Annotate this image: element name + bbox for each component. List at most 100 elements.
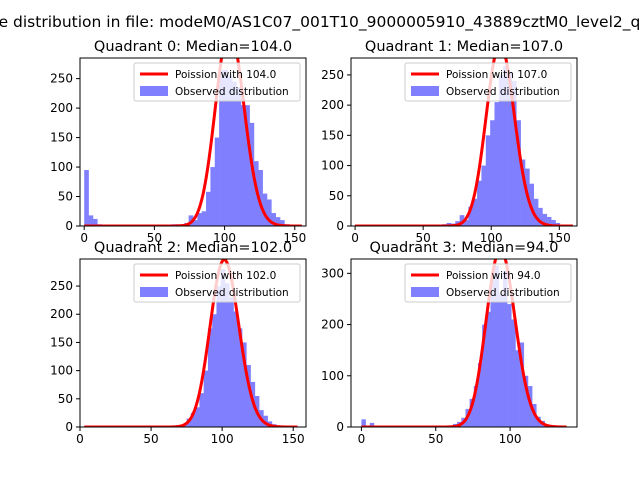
- histogram-bar: [369, 422, 375, 427]
- legend-label-poisson: Poission with 94.0: [446, 270, 541, 282]
- x-tick-label: 100: [480, 231, 503, 245]
- panel-title: Quadrant 1: Median=107.0: [365, 39, 563, 55]
- histogram-bar: [203, 370, 209, 427]
- y-tick-label: 300: [321, 266, 344, 280]
- histogram-bar: [249, 122, 255, 226]
- legend: Poission with 104.0 Observed distribution: [133, 62, 301, 102]
- x-tick-label: 100: [213, 231, 236, 245]
- legend: Poission with 102.0 Observed distribution: [133, 263, 301, 303]
- histogram-bar: [262, 193, 268, 226]
- histogram-bar: [232, 81, 237, 226]
- plot-area: [354, 58, 574, 226]
- histogram-bar: [473, 386, 479, 427]
- x-tick-label: 0: [351, 231, 359, 245]
- x-tick-label: 150: [548, 231, 571, 245]
- histogram-bar: [197, 213, 203, 226]
- legend-label-observed: Observed distribution: [446, 86, 560, 98]
- panel-title: Quadrant 3: Median=94.0: [370, 240, 559, 256]
- legend-label-observed: Observed distribution: [175, 287, 289, 299]
- histogram-bar: [533, 198, 539, 226]
- histogram-bar: [229, 297, 234, 427]
- y-tick-label: 100: [50, 160, 73, 174]
- histogram-bar: [210, 167, 216, 226]
- legend-bar-swatch: [140, 86, 168, 96]
- y-tick-label: 200: [321, 318, 344, 332]
- histogram-bar: [227, 75, 233, 226]
- x-tick-label: 0: [76, 432, 84, 446]
- panel-quadrant-1: 0 50 100 150 0 50 100 150 200 250 Quadrant 1: Medi…: [321, 39, 578, 245]
- panel-quadrant-2: 0 50 100 150 0 50 100 150 200 250 Quadrant 2: Medi…: [50, 240, 307, 446]
- x-tick-label: 0: [358, 432, 366, 446]
- legend-label-observed: Observed distribution: [446, 287, 560, 299]
- axes-frame: [350, 258, 578, 428]
- histogram-bar: [92, 218, 98, 226]
- histogram-bar: [207, 328, 213, 427]
- x-tick-label: 0: [80, 231, 88, 245]
- y-tick-label: 250: [50, 72, 73, 86]
- x-tick-label: 50: [147, 231, 162, 245]
- plot-area: [83, 259, 299, 427]
- histogram-bar: [498, 293, 504, 427]
- panel-title: Quadrant 0: Median=104.0: [94, 39, 292, 55]
- histogram-bar: [507, 71, 513, 226]
- histogram-bar: [240, 105, 246, 226]
- y-tick-label: 250: [50, 279, 73, 293]
- histogram-bar: [236, 87, 242, 226]
- histogram-bar: [516, 120, 521, 226]
- histogram-bar: [223, 69, 229, 226]
- x-tick-label: 50: [143, 432, 158, 446]
- axes-frame: [79, 57, 307, 227]
- legend-bar-swatch: [411, 86, 439, 96]
- histogram-bar: [212, 314, 217, 427]
- legend-bar-swatch: [411, 287, 439, 297]
- x-tick-label: 150: [282, 432, 305, 446]
- legend-label-observed: Observed distribution: [175, 86, 289, 98]
- legend-label-poisson: Poission with 107.0: [446, 69, 547, 81]
- y-tick-label: 100: [321, 369, 344, 383]
- histogram-bar: [494, 265, 500, 427]
- histogram-bar: [551, 219, 556, 226]
- panel-quadrant-3: 0 50 100 0 100 200 300 Quadrant 3: Median=94.0 P…: [321, 240, 578, 446]
- x-tick-label: 50: [416, 231, 431, 245]
- histogram-bar: [199, 393, 204, 427]
- histogram-bar: [219, 69, 224, 226]
- y-tick-label: 0: [65, 219, 73, 233]
- legend-label-poisson: Poission with 104.0: [175, 69, 276, 81]
- y-tick-label: 0: [65, 420, 73, 434]
- histogram-bar: [481, 165, 487, 226]
- legend-box: [404, 62, 572, 102]
- legend-box: [404, 263, 572, 303]
- histogram-bar: [523, 375, 529, 427]
- histogram-bar: [477, 180, 482, 226]
- histogram-bar: [490, 275, 495, 427]
- axes-frame: [350, 57, 578, 227]
- histogram-bar: [469, 398, 475, 427]
- histogram-bar: [511, 80, 517, 226]
- y-tick-label: 250: [321, 68, 344, 82]
- histogram-bar: [507, 304, 512, 427]
- poisson-curve: [354, 58, 574, 226]
- histogram-bar: [490, 120, 495, 226]
- legend-label-poisson: Poission with 102.0: [175, 270, 276, 282]
- histogram-bar: [519, 342, 525, 427]
- y-tick-label: 50: [58, 392, 73, 406]
- histogram-bar: [88, 215, 94, 226]
- histogram-bar: [206, 191, 211, 226]
- poisson-curve: [83, 259, 299, 427]
- y-tick-label: 0: [336, 420, 344, 434]
- histogram-bar: [245, 105, 250, 226]
- histogram-bar: [485, 135, 491, 226]
- histogram-bar: [468, 206, 474, 226]
- histogram-bar: [263, 415, 268, 427]
- histogram-bar: [464, 219, 469, 226]
- figure-suptitle: Light curve distribution in file: modeM0…: [0, 13, 640, 37]
- histogram-bar: [546, 216, 552, 226]
- y-tick-label: 200: [50, 101, 73, 115]
- histogram-bar: [271, 213, 276, 226]
- histogram-bar: [502, 270, 508, 427]
- histogram-bar: [220, 269, 226, 427]
- histogram-bar: [538, 207, 543, 226]
- histogram-bar: [477, 362, 483, 427]
- histogram-bar: [498, 74, 504, 226]
- histogram-bar: [237, 328, 243, 427]
